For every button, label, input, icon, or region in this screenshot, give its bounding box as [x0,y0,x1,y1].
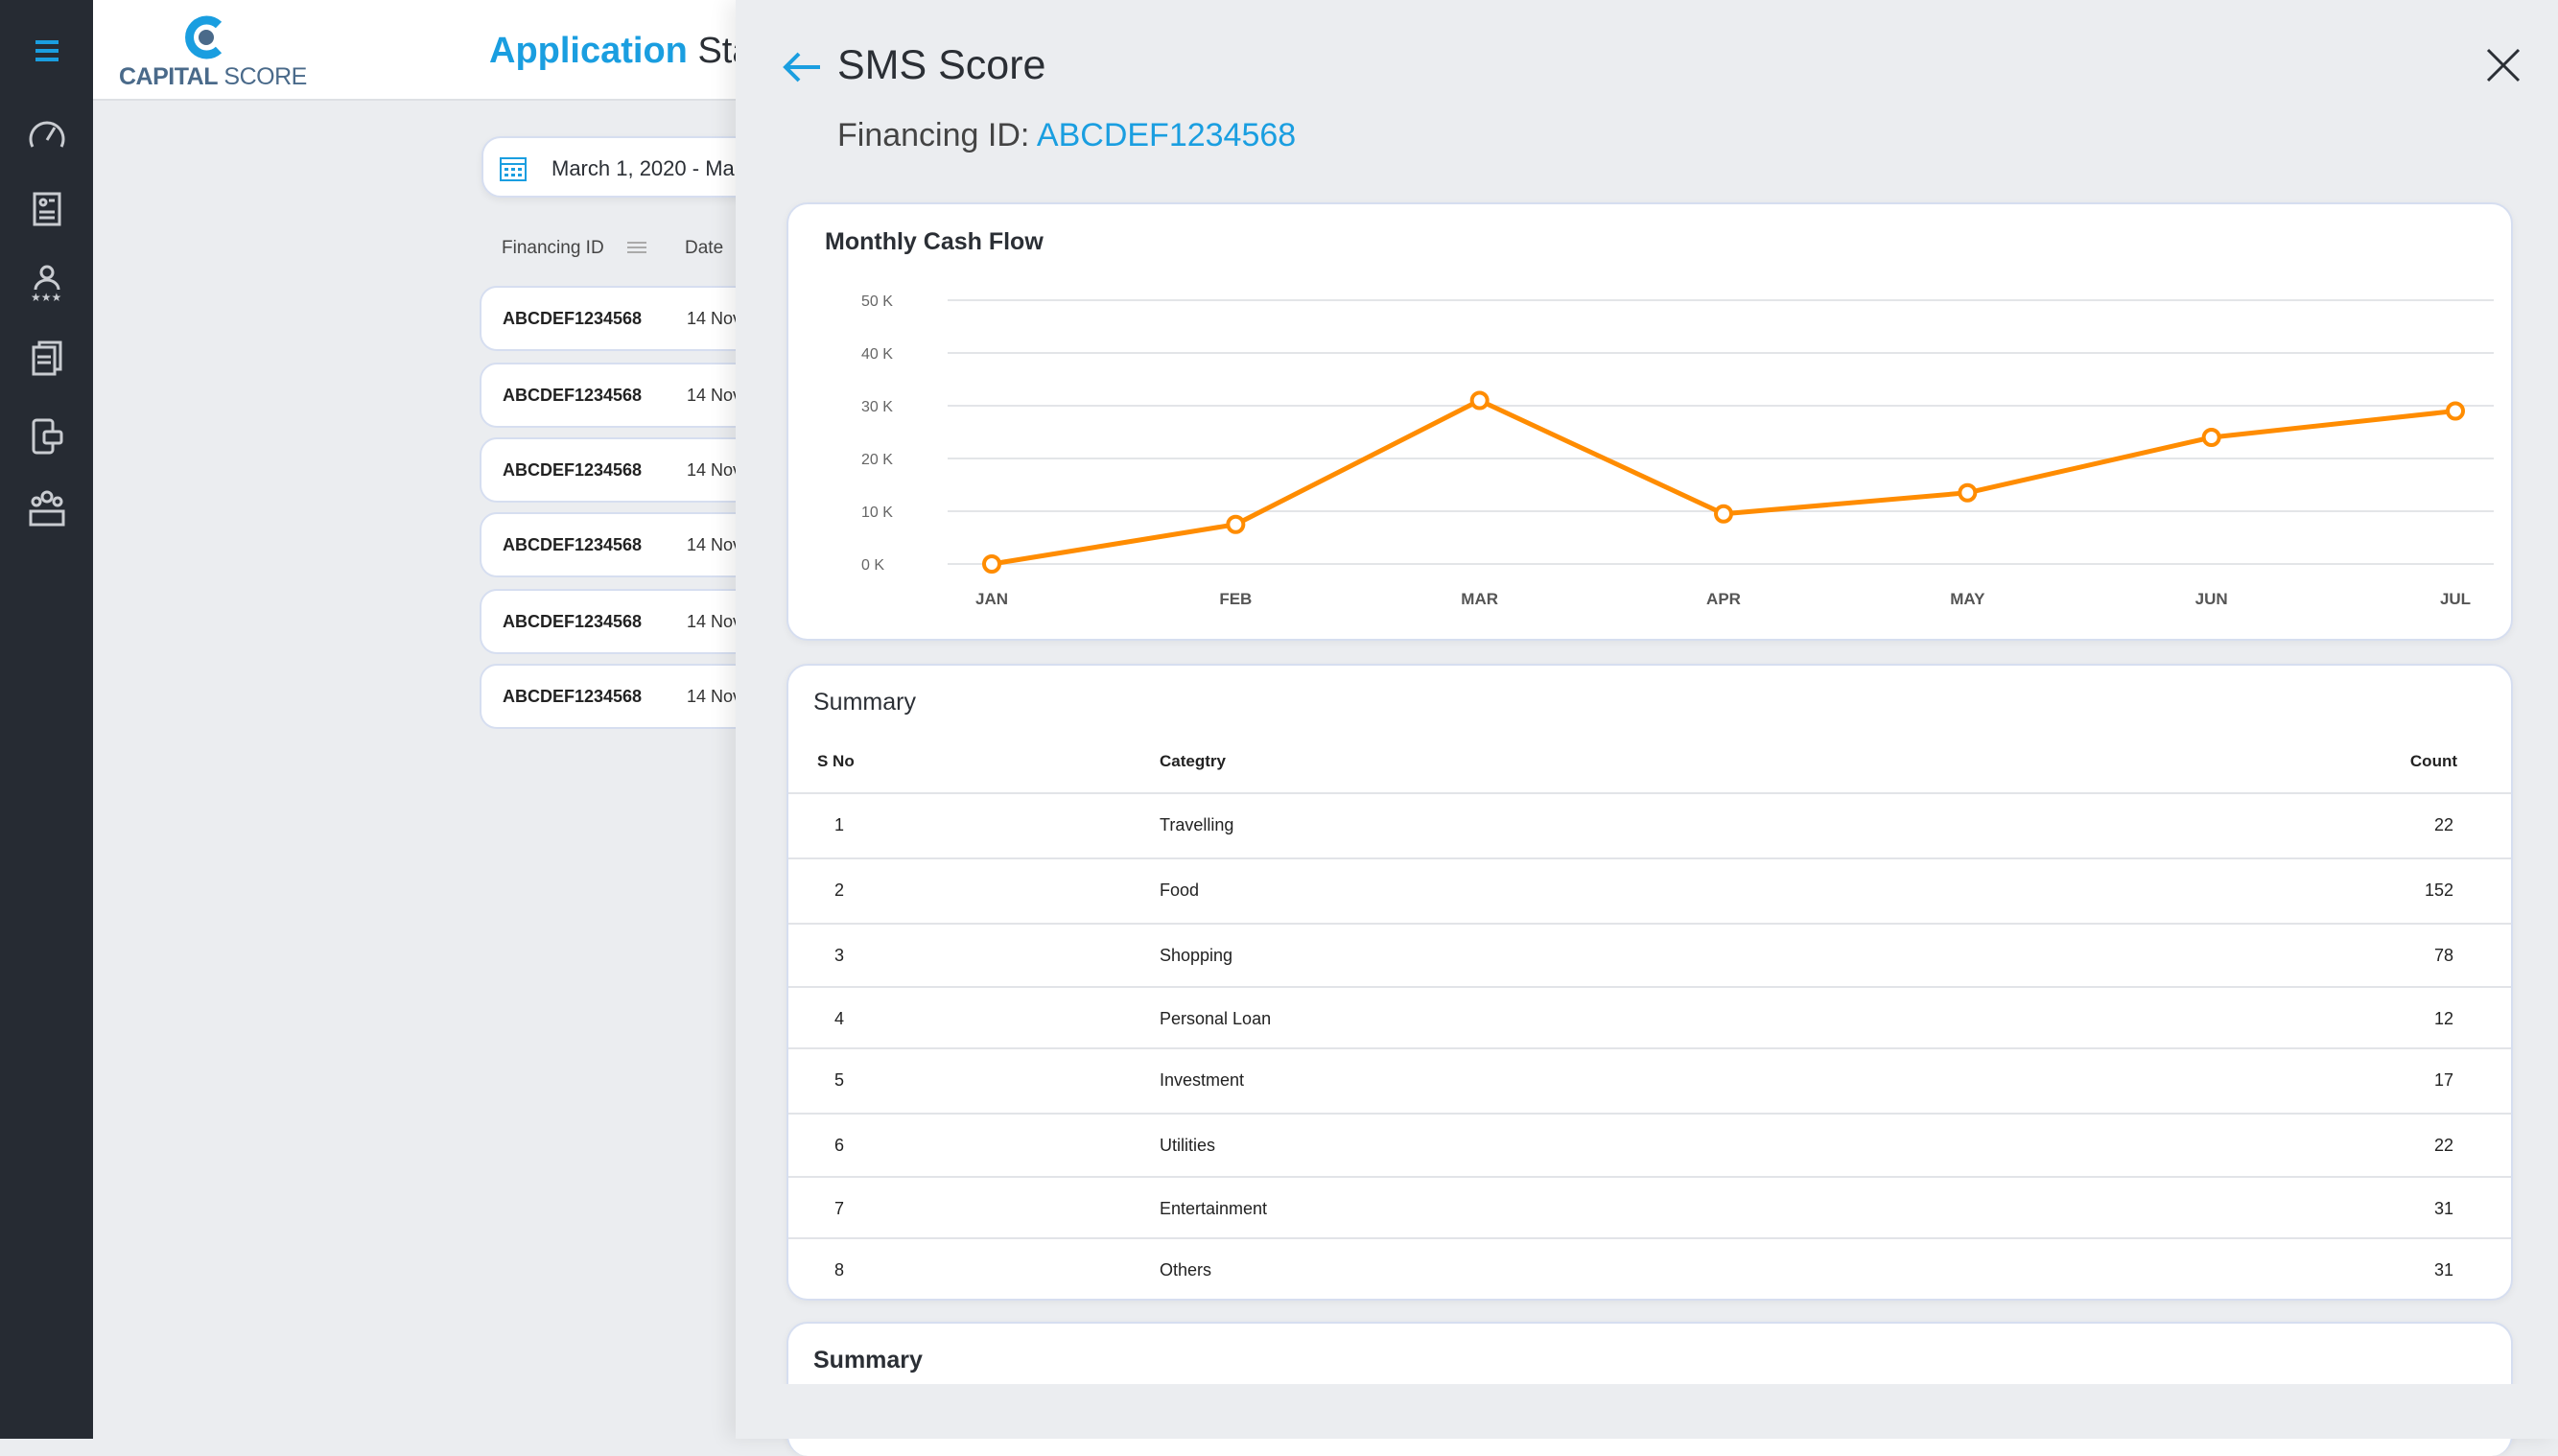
line-chart: 0 K 10 K 20 K 30 K 40 K 50 K JAN FEB MAR APR MAY JU… [861,294,2494,608]
financing-id: ABCDEF1234568 [503,535,643,554]
data-point [982,554,1001,574]
table-row: 7 Entertainment 31 [788,1176,2511,1239]
cell-category: Travelling [1160,815,1234,834]
data-point [1469,390,1490,411]
data-point [1226,514,1246,534]
panel-bottom [736,1384,2558,1439]
column-header-financing-id[interactable]: Financing ID [502,238,604,258]
data-point [2446,401,2465,421]
date-range-text: March 1, 2020 - Ma [551,156,735,180]
cell-sno: 8 [834,1260,845,1280]
financing-id: ABCDEF1234568 [503,687,643,706]
cell-category: Shopping [1160,946,1233,965]
y-tick-label: 50 K [861,294,893,310]
y-tick-label: 20 K [861,452,893,468]
cell-category: Utilities [1160,1136,1216,1155]
y-tick-label: 30 K [861,399,893,415]
x-tick-label: FEB [1219,590,1252,608]
cell-sno: 7 [834,1199,845,1218]
date: 14 Nov [687,612,742,631]
summary-card: Summary S No Categtry Count 1 Travelling 2… [786,664,2513,1301]
logo-text: CAPITAL SCORE [119,63,307,90]
cell-category: Food [1160,881,1200,900]
profile-document-icon[interactable] [23,185,71,233]
capital-score-logo-icon [185,15,223,59]
cell-count: 31 [2433,1260,2453,1280]
financing-id: ABCDEF1234568 [503,386,643,405]
svg-text:★★★: ★★★ [31,291,61,304]
x-tick-label: JUN [2195,590,2228,608]
cell-count: 17 [2433,1070,2453,1090]
sms-phone-icon[interactable] [23,412,71,460]
documents-icon[interactable] [23,336,71,384]
header-sno: S No [817,752,855,770]
cell-category: Entertainment [1160,1199,1268,1218]
cell-category: Personal Loan [1160,1009,1272,1028]
cell-sno: 4 [834,1009,845,1028]
financing-id: ABCDEF1234568 [503,309,643,328]
table-row: 6 Utilities 22 [788,1113,2511,1176]
date: 14 Nov [687,386,742,405]
date: 14 Nov [687,687,742,706]
data-point [2201,428,2221,447]
financing-id: ABCDEF1234568 [503,612,643,631]
summary-title: Summary [813,1347,923,1374]
x-tick-label: MAY [1950,590,1985,608]
calendar-icon [500,157,527,181]
hamburger-menu-icon[interactable] [23,27,71,75]
cell-sno: 5 [834,1070,845,1090]
table-row: 3 Shopping 78 [788,923,2511,986]
data-point [1958,482,1978,503]
cell-sno: 6 [834,1136,845,1155]
header-count: Count [2409,752,2457,770]
y-tick-label: 10 K [861,505,893,521]
cell-count: 78 [2433,946,2453,965]
sidebar: ★★★ [0,0,93,1439]
series-line [991,398,2456,567]
date: 14 Nov [687,460,742,480]
panel-title: SMS Score [837,42,1046,88]
financing-id-row: Financing ID: ABCDEF1234568 [837,117,1297,153]
date: 14 Nov [687,309,742,328]
cell-category: Others [1160,1260,1212,1280]
table-row: 5 Investment 17 [788,1047,2511,1111]
team-icon[interactable] [23,484,71,532]
cell-count: 31 [2433,1199,2453,1218]
header-category: Categtry [1160,752,1226,770]
cell-count: 22 [2433,815,2453,834]
financing-id: ABCDEF1234568 [503,460,643,480]
financing-id-value: ABCDEF1234568 [1036,117,1297,153]
cell-sno: 2 [834,881,845,900]
cell-sno: 1 [834,815,845,834]
table-row: 4 Personal Loan 12 [788,986,2511,1049]
table-row: 1 Travelling 22 [788,792,2511,856]
x-tick-label: MAR [1461,590,1498,608]
cell-sno: 3 [834,946,845,965]
summary-title: Summary [813,689,916,716]
x-tick-label: JUL [2440,590,2471,608]
x-tick-label: APR [1706,590,1741,608]
date: 14 Nov [687,535,742,554]
user-rating-icon[interactable]: ★★★ [23,259,71,307]
speedometer-icon[interactable] [23,110,71,158]
table-row: 8 Others 31 [788,1237,2511,1299]
y-tick-label: 0 K [861,557,884,574]
close-icon[interactable] [2486,48,2521,82]
chart-title: Monthly Cash Flow [825,228,1044,255]
cell-count: 22 [2433,1136,2453,1155]
monthly-cash-flow-card [786,202,2513,641]
column-header-date[interactable]: Date [685,238,724,258]
data-point [1714,504,1733,524]
back-arrow-icon[interactable] [782,50,822,84]
table-row: 2 Food 152 [788,857,2511,921]
column-menu-icon[interactable] [625,240,648,255]
cell-count: 12 [2433,1009,2453,1028]
cell-category: Investment [1160,1070,1245,1090]
cell-count: 152 [2424,881,2453,900]
page-title: Application Stat [489,31,763,71]
x-tick-label: JAN [975,590,1008,608]
y-tick-label: 40 K [861,346,893,363]
